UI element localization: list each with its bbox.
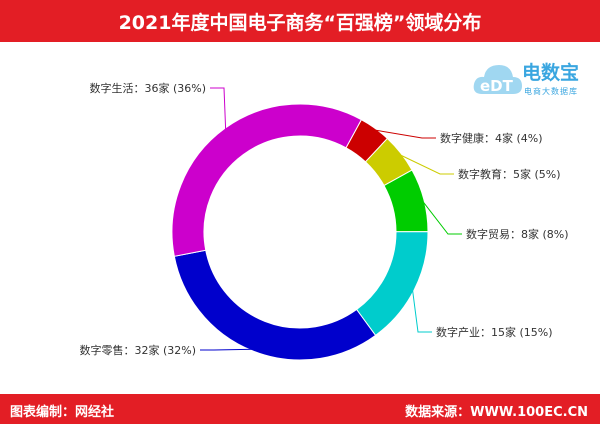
leader-line-6	[210, 87, 227, 131]
leader-line-3	[421, 200, 462, 235]
footer-source: 数据来源：WWW.100EC.CN	[405, 405, 588, 420]
logo-mark: eDT	[480, 77, 514, 95]
donut-slice-5	[173, 249, 377, 361]
logo-subtitle: 电商大数据库	[524, 87, 578, 96]
slice-label-2: 数字教育：5家 (5%)	[458, 167, 561, 181]
leader-line-1	[373, 129, 436, 139]
leader-line-2	[399, 154, 454, 175]
logo-brand: 电数宝	[522, 62, 580, 84]
donut-slice-6	[171, 103, 363, 257]
slice-label-1: 数字健康：4家 (4%)	[440, 131, 543, 145]
slice-label-5: 数字零售：32家 (32%)	[79, 343, 196, 357]
chart-title: 2021年度中国电子商务“百强榜”领域分布	[118, 11, 482, 34]
cloud-icon: eDT	[473, 65, 522, 95]
footer-bar: 图表编制：网经社 数据来源：WWW.100EC.CN	[0, 394, 600, 424]
leader-line-5	[200, 348, 254, 351]
chart-title-bar: 2021年度中国电子商务“百强榜”领域分布	[0, 0, 600, 42]
leader-line-4	[411, 288, 432, 333]
edt-logo: eDT 电数宝 电商大数据库	[472, 56, 592, 106]
slice-label-4: 数字产业：15家 (15%)	[436, 325, 553, 339]
slice-label-3: 数字贸易：8家 (8%)	[466, 227, 569, 241]
slice-label-6: 数字生活：36家 (36%)	[89, 81, 206, 95]
footer-credit: 图表编制：网经社	[10, 405, 115, 420]
donut-slice-4	[355, 231, 429, 337]
